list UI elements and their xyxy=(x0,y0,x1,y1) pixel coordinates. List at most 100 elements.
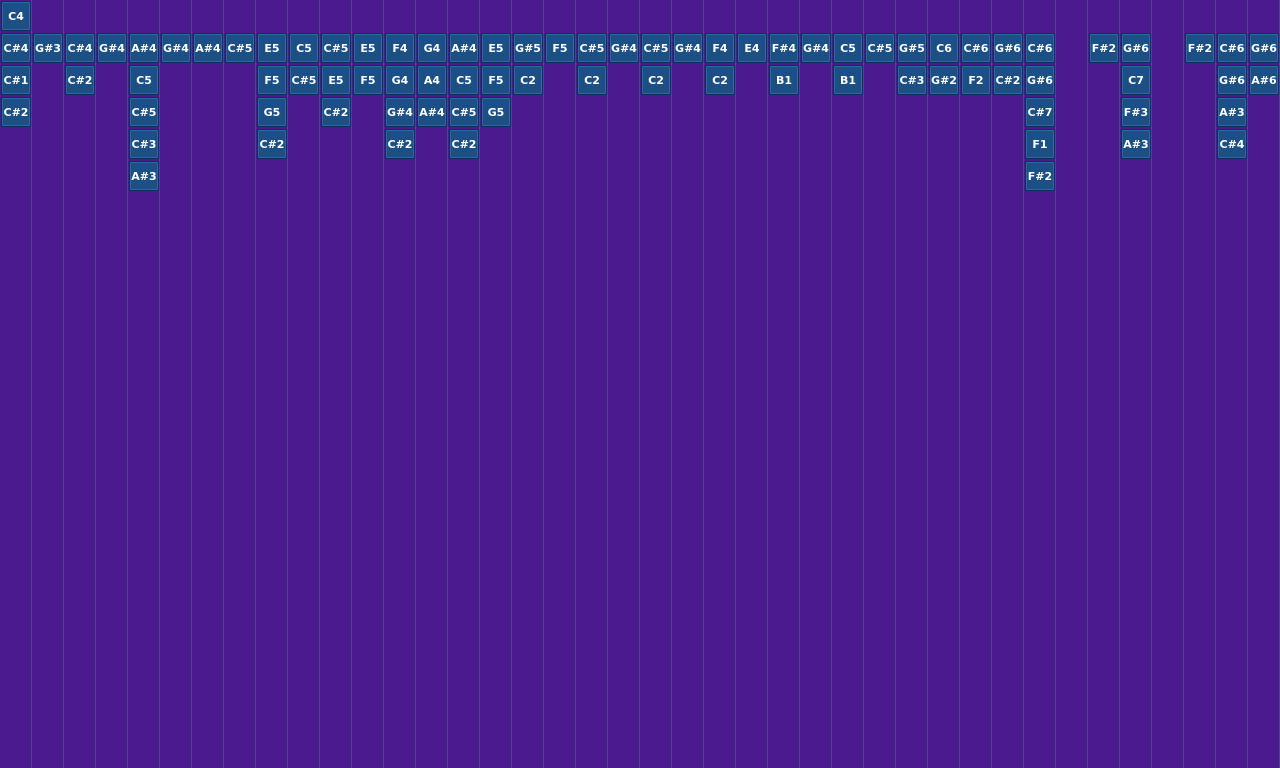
note-tile[interactable]: A#4 xyxy=(417,97,447,127)
note-tile[interactable]: G#4 xyxy=(801,33,831,63)
column xyxy=(640,0,672,768)
note-tile[interactable]: C5 xyxy=(289,33,319,63)
note-tile[interactable]: C#5 xyxy=(225,33,255,63)
note-tile[interactable]: C2 xyxy=(705,65,735,95)
note-tile[interactable]: C#2 xyxy=(65,65,95,95)
note-tile[interactable]: C2 xyxy=(577,65,607,95)
note-tile[interactable]: C#2 xyxy=(257,129,287,159)
column xyxy=(864,0,896,768)
note-tile[interactable]: G#6 xyxy=(993,33,1023,63)
note-tile[interactable]: A4 xyxy=(417,65,447,95)
note-tile[interactable]: C2 xyxy=(513,65,543,95)
column xyxy=(416,0,448,768)
note-tile[interactable]: G5 xyxy=(257,97,287,127)
note-tile[interactable]: F5 xyxy=(353,65,383,95)
note-tile[interactable]: C#5 xyxy=(577,33,607,63)
note-tile[interactable]: G#6 xyxy=(1121,33,1151,63)
note-tile[interactable]: G4 xyxy=(385,65,415,95)
note-tile[interactable]: G5 xyxy=(481,97,511,127)
column xyxy=(32,0,64,768)
note-tile[interactable]: C#5 xyxy=(641,33,671,63)
note-tile[interactable]: F#2 xyxy=(1089,33,1119,63)
note-tile[interactable]: C6 xyxy=(929,33,959,63)
note-tile[interactable]: F#3 xyxy=(1121,97,1151,127)
column xyxy=(1152,0,1184,768)
note-tile[interactable]: G#4 xyxy=(609,33,639,63)
note-tile[interactable]: F2 xyxy=(961,65,991,95)
note-tile[interactable]: G#5 xyxy=(897,33,927,63)
note-tile[interactable]: E5 xyxy=(481,33,511,63)
note-tile[interactable]: G#4 xyxy=(97,33,127,63)
note-tile[interactable]: F#4 xyxy=(769,33,799,63)
note-tile[interactable]: C#2 xyxy=(1,97,31,127)
note-tile[interactable]: E5 xyxy=(321,65,351,95)
note-tile[interactable]: C5 xyxy=(129,65,159,95)
note-tile[interactable]: C#5 xyxy=(865,33,895,63)
column xyxy=(320,0,352,768)
column xyxy=(512,0,544,768)
note-tile[interactable]: E4 xyxy=(737,33,767,63)
note-tile[interactable]: G#4 xyxy=(385,97,415,127)
note-tile[interactable]: C#4 xyxy=(1217,129,1247,159)
note-tile[interactable]: C7 xyxy=(1121,65,1151,95)
note-tile[interactable]: C#6 xyxy=(1217,33,1247,63)
note-tile[interactable]: G#5 xyxy=(513,33,543,63)
column xyxy=(800,0,832,768)
column xyxy=(960,0,992,768)
note-tile[interactable]: C#6 xyxy=(1025,33,1055,63)
note-tile[interactable]: F#2 xyxy=(1185,33,1215,63)
note-tile[interactable]: C#1 xyxy=(1,65,31,95)
note-tile[interactable]: C#2 xyxy=(993,65,1023,95)
note-tile[interactable]: B1 xyxy=(769,65,799,95)
note-tile[interactable]: C#5 xyxy=(289,65,319,95)
note-tile[interactable]: A#4 xyxy=(193,33,223,63)
note-tile[interactable]: A#3 xyxy=(1217,97,1247,127)
note-tile[interactable]: C#2 xyxy=(385,129,415,159)
column xyxy=(1024,0,1056,768)
note-tile[interactable]: C#4 xyxy=(1,33,31,63)
note-tile[interactable]: C#5 xyxy=(321,33,351,63)
note-tile[interactable]: E5 xyxy=(353,33,383,63)
note-tile[interactable]: C#5 xyxy=(129,97,159,127)
note-tile[interactable]: C#4 xyxy=(65,33,95,63)
note-tile[interactable]: C#7 xyxy=(1025,97,1055,127)
column xyxy=(64,0,96,768)
note-tile[interactable]: F4 xyxy=(705,33,735,63)
note-tile[interactable]: F#2 xyxy=(1025,161,1055,191)
note-tile[interactable]: C#3 xyxy=(897,65,927,95)
note-tile[interactable]: C#6 xyxy=(961,33,991,63)
column xyxy=(1120,0,1152,768)
note-tile[interactable]: B1 xyxy=(833,65,863,95)
note-tile[interactable]: F5 xyxy=(481,65,511,95)
note-tile[interactable]: F5 xyxy=(545,33,575,63)
note-tile[interactable]: G#6 xyxy=(1025,65,1055,95)
note-tile[interactable]: G#2 xyxy=(929,65,959,95)
column xyxy=(192,0,224,768)
note-tile[interactable]: A#4 xyxy=(129,33,159,63)
note-tile[interactable]: F1 xyxy=(1025,129,1055,159)
note-tile[interactable]: C#5 xyxy=(449,97,479,127)
note-tile[interactable]: A#3 xyxy=(1121,129,1151,159)
note-tile[interactable]: F5 xyxy=(257,65,287,95)
note-tile[interactable]: C5 xyxy=(833,33,863,63)
note-tile[interactable]: C4 xyxy=(1,1,31,31)
note-tile[interactable]: C2 xyxy=(641,65,671,95)
note-tile[interactable]: A#6 xyxy=(1249,65,1279,95)
note-tile[interactable]: F4 xyxy=(385,33,415,63)
note-tile[interactable]: G4 xyxy=(417,33,447,63)
note-tile[interactable]: G#4 xyxy=(673,33,703,63)
note-tile[interactable]: G#6 xyxy=(1249,33,1279,63)
note-tile[interactable]: E5 xyxy=(257,33,287,63)
note-tile[interactable]: C#2 xyxy=(449,129,479,159)
column xyxy=(1184,0,1216,768)
column xyxy=(1248,0,1280,768)
note-tile[interactable]: C#2 xyxy=(321,97,351,127)
note-tile[interactable]: A#3 xyxy=(129,161,159,191)
note-tile[interactable]: A#4 xyxy=(449,33,479,63)
note-tile[interactable]: G#6 xyxy=(1217,65,1247,95)
note-tile[interactable]: G#3 xyxy=(33,33,63,63)
note-tile[interactable]: C#3 xyxy=(129,129,159,159)
note-tile[interactable]: G#4 xyxy=(161,33,191,63)
note-tile[interactable]: C5 xyxy=(449,65,479,95)
